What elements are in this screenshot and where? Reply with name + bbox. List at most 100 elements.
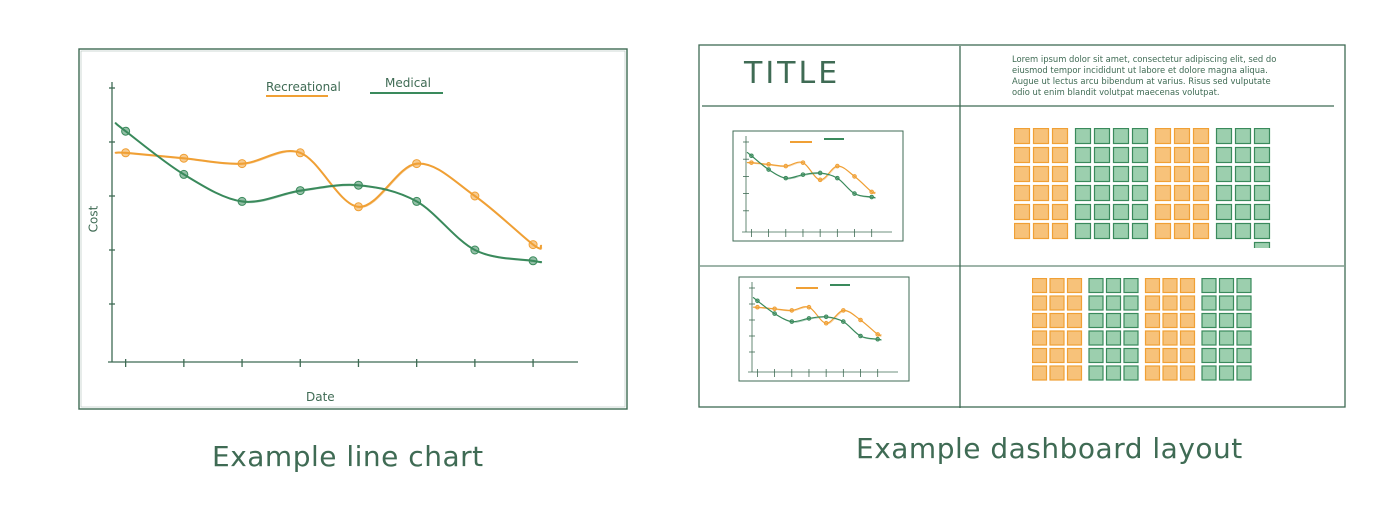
medical-point — [755, 298, 760, 304]
orange-tile — [1179, 278, 1196, 294]
orange-tile — [1051, 128, 1069, 145]
orange-tile — [1014, 128, 1031, 145]
green-tile — [1215, 128, 1233, 145]
orange-tile — [1032, 146, 1050, 164]
green-tile — [1218, 278, 1235, 294]
dashboard-frame — [698, 44, 1346, 408]
green-tile — [1218, 295, 1235, 311]
orange-tile — [1154, 184, 1172, 202]
orange-tile — [1049, 312, 1065, 329]
orange-tile — [1066, 365, 1083, 381]
green-tile — [1131, 222, 1149, 240]
recreational-point — [470, 191, 480, 201]
green-tile — [1234, 203, 1252, 221]
orange-tile — [1162, 330, 1178, 346]
orange-tile — [1173, 203, 1191, 221]
green-tile — [1253, 222, 1271, 240]
green-tile — [1093, 184, 1111, 202]
orange-tile — [1162, 347, 1178, 364]
green-tile — [1236, 278, 1252, 294]
tile-grid-bottom — [1032, 278, 1252, 381]
orange-tile — [1032, 330, 1048, 346]
recreational-point — [869, 189, 874, 195]
recreational-point — [823, 320, 829, 326]
green-tile — [1215, 146, 1233, 164]
medical-point — [869, 194, 874, 200]
orange-tile — [1032, 222, 1050, 240]
orange-tile — [1179, 347, 1196, 364]
recreational-point — [789, 308, 795, 313]
mini-chart-top — [732, 130, 904, 242]
orange-tile — [1066, 330, 1083, 346]
orange-tile — [1032, 203, 1050, 221]
orange-tile — [1066, 312, 1083, 329]
green-tile — [1074, 165, 1092, 183]
green-tile — [1218, 330, 1235, 346]
orange-tile — [1154, 128, 1172, 145]
green-tile — [1112, 222, 1130, 240]
green-tile — [1201, 312, 1217, 329]
recreational-point — [295, 148, 305, 158]
green-tile — [1093, 222, 1111, 240]
orange-tile — [1144, 365, 1161, 381]
caption-line-chart: Example line chart — [212, 440, 484, 473]
caption-dashboard: Example dashboard layout — [856, 432, 1243, 465]
green-tile — [1105, 365, 1122, 381]
green-tile — [1123, 330, 1139, 346]
orange-tile — [1032, 165, 1050, 183]
orange-tile — [1179, 312, 1196, 329]
recreational-point — [817, 177, 823, 183]
recreational-point — [749, 160, 754, 165]
orange-tile — [1049, 347, 1065, 364]
green-tile — [1105, 330, 1122, 346]
recreational-point — [121, 148, 131, 158]
medical-point — [841, 319, 846, 324]
green-tile — [1201, 278, 1217, 294]
green-tile — [1236, 347, 1252, 364]
orange-tile — [1032, 295, 1048, 311]
green-tile — [1253, 203, 1271, 221]
orange-tile — [1173, 128, 1191, 145]
orange-tile — [1192, 128, 1210, 145]
orange-tile — [1144, 330, 1161, 346]
green-tile — [1112, 203, 1130, 221]
orange-tile — [1051, 165, 1069, 183]
orange-tile — [1049, 278, 1065, 294]
orange-tile — [1051, 222, 1069, 240]
recreational-point — [237, 159, 247, 169]
orange-tile — [1179, 295, 1196, 311]
medical-point — [783, 175, 789, 181]
orange-tile — [1144, 278, 1161, 294]
recreational-point — [783, 163, 789, 169]
green-tile — [1215, 203, 1233, 221]
green-tile — [1215, 222, 1233, 240]
orange-tile — [1192, 222, 1210, 240]
orange-tile — [1173, 222, 1191, 240]
mini-chart-frame — [732, 130, 904, 242]
green-tile — [1088, 330, 1104, 346]
dashboard-body-text: Lorem ipsum dolor sit amet, consectetur … — [1012, 54, 1277, 97]
orange-tile — [1173, 184, 1191, 202]
main-line-chart — [108, 82, 578, 367]
orange-tile — [1049, 295, 1065, 311]
orange-tile — [1162, 365, 1178, 381]
medical-point — [772, 311, 777, 316]
green-tile — [1201, 330, 1217, 346]
green-tile — [1074, 128, 1092, 145]
orange-tile — [1032, 278, 1048, 294]
recreational-point — [412, 159, 422, 169]
orange-tile — [1192, 184, 1210, 202]
medical-point — [789, 319, 795, 324]
green-tile — [1093, 128, 1111, 145]
green-tile — [1253, 146, 1271, 164]
recreational-line-sketch — [748, 162, 876, 195]
green-tile — [1253, 128, 1271, 145]
orange-tile — [1014, 222, 1031, 240]
orange-tile — [1014, 203, 1031, 221]
medical-point — [179, 169, 189, 179]
recreational-point — [766, 162, 771, 167]
recreational-point — [772, 306, 777, 312]
medical-point — [766, 167, 771, 172]
orange-tile — [1154, 146, 1172, 164]
recreational-line-sketch — [116, 151, 543, 250]
